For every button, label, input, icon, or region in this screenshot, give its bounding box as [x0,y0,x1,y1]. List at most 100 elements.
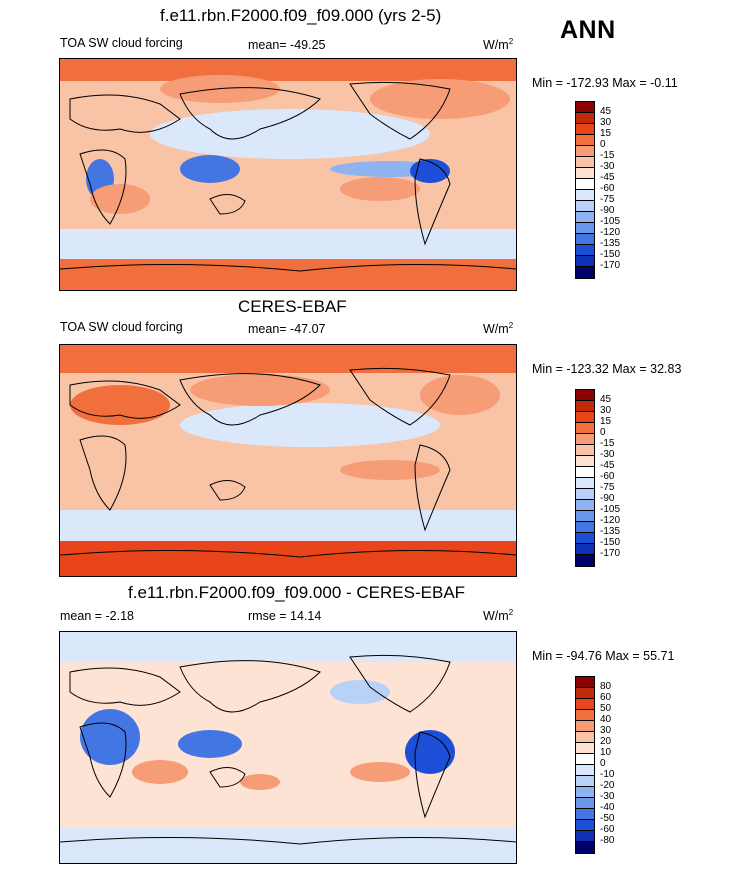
colorbar-tick-label: 45 [600,394,612,405]
colorbar-swatch [576,113,594,124]
colorbar-tick-label: -30 [600,791,615,802]
colorbar-swatch [576,157,594,168]
colorbar-tick-label: -135 [600,238,621,249]
colorbar-swatch [576,820,594,831]
colorbar-swatch [576,434,594,445]
colorbar-swatch [576,190,594,201]
colorbar-tick-label: -75 [600,482,615,493]
colorbar-swatch [576,732,594,743]
colorbar-tick-label: -30 [600,161,615,172]
colorbar-tick-label: -10 [600,769,615,780]
panel3-units: W/m2 [483,608,514,624]
colorbar-tick-label: -170 [600,548,621,559]
colorbar-tick-label: -40 [600,802,615,813]
colorbar-swatch [576,754,594,765]
colorbar-swatch [576,267,594,278]
colorbar-swatch [576,234,594,245]
colorbar-swatch [576,223,594,234]
colorbar-tick-label: -15 [600,438,615,449]
colorbar-swatch [576,135,594,146]
colorbar-tick-label: -20 [600,780,615,791]
colorbar-swatch [576,146,594,157]
colorbar-tick-label: -60 [600,471,615,482]
colorbar-swatch [576,765,594,776]
colorbar-swatch [576,390,594,401]
panel1-units: W/m2 [483,37,514,53]
colorbar-tick-label: -120 [600,227,621,238]
panel1-mean: mean= -49.25 [248,38,326,52]
colorbar-swatch [576,412,594,423]
panel2-colorbar [575,389,595,567]
panel3-title: f.e11.rbn.F2000.f09_f09.000 - CERES-EBAF [128,583,466,602]
colorbar-tick-label: 0 [600,758,606,769]
colorbar-swatch [576,124,594,135]
colorbar-tick-label: 30 [600,725,612,736]
panel2-units: W/m2 [483,321,514,337]
colorbar-swatch [576,201,594,212]
panel2-title: CERES-EBAF [238,297,347,316]
colorbar-tick-label: -90 [600,493,615,504]
colorbar-tick-label: -170 [600,260,621,271]
panel3-colorbar [575,676,595,854]
colorbar-swatch [576,555,594,566]
colorbar-tick-label: -120 [600,515,621,526]
colorbar-tick-label: -15 [600,150,615,161]
panel1-minmax: Min = -172.93 Max = -0.11 [532,76,678,90]
colorbar-tick-label: -60 [600,824,615,835]
season-label: ANN [560,16,616,44]
colorbar-swatch [576,677,594,688]
colorbar-tick-label: 45 [600,106,612,117]
colorbar-tick-label: 15 [600,128,612,139]
colorbar-tick-label: 0 [600,427,606,438]
colorbar-swatch [576,179,594,190]
colorbar-tick-label: 15 [600,416,612,427]
colorbar-tick-label: 0 [600,139,606,150]
colorbar-tick-label: -30 [600,449,615,460]
panel3-minmax: Min = -94.76 Max = 55.71 [532,649,675,663]
colorbar-swatch [576,831,594,842]
colorbar-tick-label: -150 [600,537,621,548]
colorbar-swatch [576,544,594,555]
panel1-title: f.e11.rbn.F2000.f09_f09.000 (yrs 2-5) [160,6,442,25]
colorbar-swatch [576,511,594,522]
panel2-left-label: TOA SW cloud forcing [60,320,183,334]
panel3-map [59,631,517,864]
panel1-colorbar [575,101,595,279]
colorbar-swatch [576,798,594,809]
colorbar-swatch [576,710,594,721]
colorbar-tick-label: -60 [600,183,615,194]
panel3-mean: mean = -2.18 [60,609,135,623]
panel1-left-label: TOA SW cloud forcing [60,36,183,50]
colorbar-tick-label: 10 [600,747,612,758]
colorbar-tick-label: -80 [600,835,615,846]
colorbar-tick-label: -150 [600,249,621,260]
colorbar-tick-label: -90 [600,205,615,216]
colorbar-swatch [576,467,594,478]
panel2-mean: mean= -47.07 [248,322,326,336]
panel2-minmax: Min = -123.32 Max = 32.83 [532,362,682,376]
colorbar-tick-label: 80 [600,681,612,692]
colorbar-swatch [576,256,594,267]
colorbar-tick-label: -105 [600,504,621,515]
colorbar-swatch [576,743,594,754]
colorbar-swatch [576,533,594,544]
colorbar-tick-label: -45 [600,460,615,471]
colorbar-tick-label: 30 [600,405,612,416]
colorbar-swatch [576,423,594,434]
colorbar-swatch [576,500,594,511]
colorbar-tick-label: 60 [600,692,612,703]
panel3-rmse: rmse = 14.14 [248,609,322,623]
colorbar-swatch [576,489,594,500]
colorbar-swatch [576,456,594,467]
colorbar-tick-label: -45 [600,172,615,183]
colorbar-swatch [576,787,594,798]
panel1-map [59,58,517,291]
colorbar-swatch [576,522,594,533]
colorbar-swatch [576,721,594,732]
colorbar-swatch [576,102,594,113]
colorbar-tick-label: -50 [600,813,615,824]
colorbar-tick-label: 50 [600,703,612,714]
colorbar-swatch [576,212,594,223]
colorbar-tick-label: -105 [600,216,621,227]
colorbar-tick-label: 40 [600,714,612,725]
